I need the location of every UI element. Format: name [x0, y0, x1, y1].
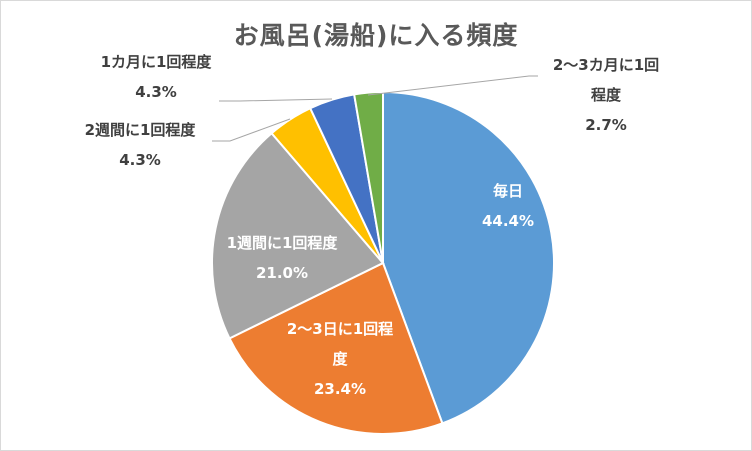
data-label-6: 2〜3カ月に1回程度 2.7% — [553, 56, 659, 134]
slice-percent: 44.4% — [482, 212, 534, 230]
slice-category: 2〜3カ月に1回 — [553, 56, 659, 74]
data-label-1: 毎日 44.4% — [482, 182, 534, 230]
pie-slice-1 — [382, 90, 555, 425]
slice-percent: 21.0% — [256, 264, 308, 282]
leader-line-6 — [367, 75, 538, 96]
slice-category: 1カ月に1回程度 — [101, 53, 213, 71]
slice-category: 毎日 — [493, 182, 523, 200]
chart-title: お風呂(湯船)に入る頻度 — [233, 21, 519, 50]
data-label-4: 2週間に1回程度 4.3% — [85, 121, 197, 169]
leader-line-5 — [219, 98, 333, 102]
slice-percent: 2.7% — [585, 116, 627, 134]
slice-percent: 4.3% — [135, 83, 177, 101]
pie-slice-6 — [353, 90, 384, 264]
data-label-5: 1カ月に1回程度 4.3% — [101, 53, 213, 101]
slice-percent: 4.3% — [119, 151, 161, 169]
slice-percent: 23.4% — [314, 380, 366, 398]
slice-category: 2〜3日に1回程 — [287, 320, 393, 338]
pie-slice-3 — [211, 131, 385, 340]
slice-category: 程度 — [591, 86, 622, 104]
data-label-3: 1週間に1回程度 21.0% — [227, 234, 339, 282]
data-label-2: 2〜3日に1回程度 23.4% — [287, 320, 393, 398]
slice-category: 度 — [332, 350, 348, 368]
slice-category: 2週間に1回程度 — [85, 121, 197, 139]
leader-line-4 — [212, 118, 291, 142]
slice-category: 1週間に1回程度 — [227, 234, 339, 252]
pie-slice-2 — [228, 261, 444, 435]
